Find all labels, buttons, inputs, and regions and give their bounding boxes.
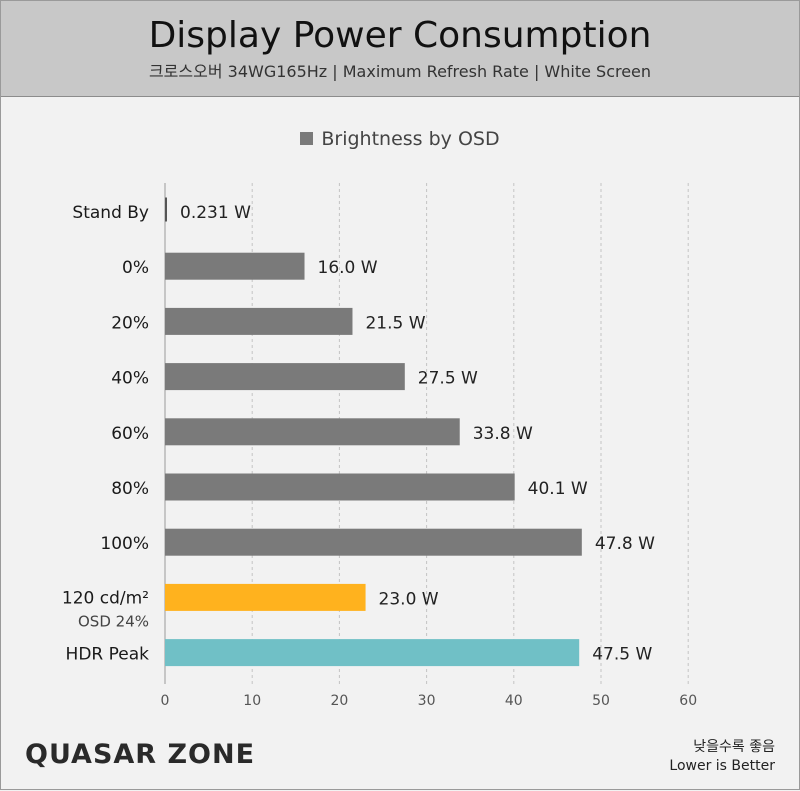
category-label: Stand By: [72, 203, 149, 223]
bar: [165, 363, 405, 391]
category-label: 0%: [122, 258, 149, 278]
value-label: 47.8 W: [595, 534, 655, 554]
x-tick-label: 40: [505, 693, 523, 709]
x-tick-label: 30: [418, 693, 436, 709]
bar: [165, 528, 582, 556]
x-tick-label: 20: [330, 693, 348, 709]
legend-label: Brightness by OSD: [321, 128, 500, 150]
value-label: 47.5 W: [592, 645, 652, 665]
x-tick-label: 60: [679, 693, 697, 709]
bar: [165, 197, 167, 222]
bar: [165, 307, 353, 335]
category-label: 20%: [111, 313, 149, 333]
value-label: 33.8 W: [473, 424, 533, 444]
value-label: 0.231 W: [180, 203, 251, 223]
note-korean: 낮을수록 좋음: [693, 739, 775, 755]
chart-subtitle: 크로스오버 34WG165Hz | Maximum Refresh Rate |…: [148, 62, 652, 81]
value-label: 27.5 W: [418, 369, 478, 389]
category-label: 60%: [111, 424, 149, 444]
category-label: 100%: [100, 534, 149, 554]
quasarzone-logo: QUASAR ZONE: [25, 739, 256, 770]
chart-title: Display Power Consumption: [148, 15, 652, 56]
bar: [165, 418, 460, 446]
category-label: 80%: [111, 479, 149, 499]
legend-swatch: [300, 132, 314, 145]
x-tick-label: 50: [592, 693, 610, 709]
bar: [165, 473, 515, 501]
bar: [165, 252, 305, 280]
footer-note: 낮을수록 좋음 Lower is Better: [669, 738, 775, 776]
category-label: HDR Peak: [66, 645, 150, 665]
category-label: 40%: [111, 369, 149, 389]
bar: [165, 583, 366, 611]
chart-legend: Brightness by OSD: [1, 128, 799, 150]
value-label: 21.5 W: [365, 313, 425, 333]
x-tick-label: 0: [161, 693, 170, 709]
value-label: 40.1 W: [528, 479, 588, 499]
chart-header: Display Power Consumption 크로스오버 34WG165H…: [1, 1, 799, 97]
note-english: Lower is Better: [669, 758, 775, 774]
bar: [165, 639, 580, 667]
value-label: 23.0 W: [379, 589, 439, 609]
category-label: 120 cd/m²: [62, 588, 149, 608]
category-sublabel: OSD 24%: [78, 612, 149, 630]
x-tick-label: 10: [243, 693, 261, 709]
value-label: 16.0 W: [318, 258, 378, 278]
